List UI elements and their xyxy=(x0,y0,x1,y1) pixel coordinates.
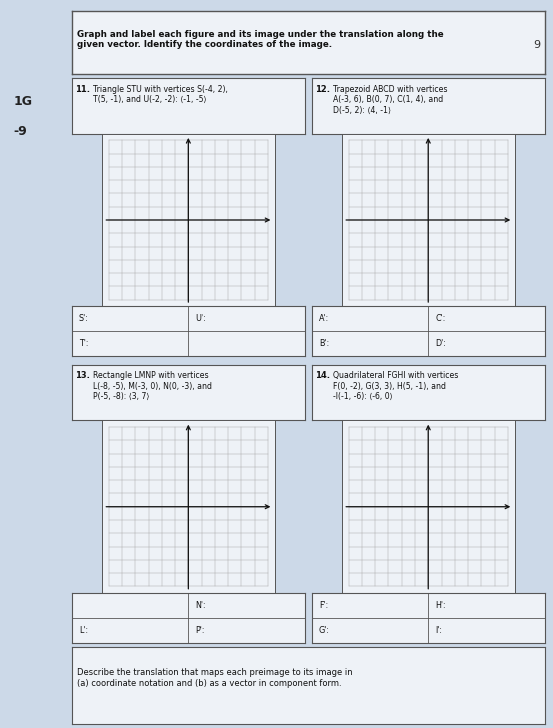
Text: T':: T': xyxy=(79,339,88,349)
Text: G':: G': xyxy=(319,626,330,635)
Text: Quadrilateral FGHI with vertices
F(0, -2), G(3, 3), H(5, -1), and
-I(-1, -6): ⟨-: Quadrilateral FGHI with vertices F(0, -2… xyxy=(333,371,458,401)
Text: C':: C': xyxy=(435,314,446,323)
Text: Triangle STU with vertices S(-4, 2),
T(5, -1), and U(-2, -2): ⟨-1, -5⟩: Triangle STU with vertices S(-4, 2), T(5… xyxy=(93,84,228,104)
Text: H':: H': xyxy=(435,601,446,609)
Text: N':: N': xyxy=(195,601,206,609)
Text: A':: A': xyxy=(319,314,329,323)
Text: D':: D': xyxy=(435,339,446,349)
Text: 13.: 13. xyxy=(75,371,90,381)
Text: 12.: 12. xyxy=(315,84,330,94)
Text: P':: P': xyxy=(195,626,205,635)
Text: 11.: 11. xyxy=(75,84,90,94)
Text: L':: L': xyxy=(79,626,88,635)
Text: I':: I': xyxy=(435,626,442,635)
Text: -9: -9 xyxy=(14,124,28,138)
Text: Rectangle LMNP with vertices
L(-8, -5), M(-3, 0), N(0, -3), and
P(-5, -8): ⟨3, 7: Rectangle LMNP with vertices L(-8, -5), … xyxy=(93,371,212,401)
Text: Trapezoid ABCD with vertices
A(-3, 6), B(0, 7), C(1, 4), and
D(-5, 2): ⟨4, -1⟩: Trapezoid ABCD with vertices A(-3, 6), B… xyxy=(333,84,447,114)
Text: F':: F': xyxy=(319,601,328,609)
Text: Graph and label each figure and its image under the translation along the
given : Graph and label each figure and its imag… xyxy=(77,30,444,50)
Text: S':: S': xyxy=(79,314,88,323)
Text: 9: 9 xyxy=(534,40,541,50)
Text: 14.: 14. xyxy=(315,371,330,381)
Text: B':: B': xyxy=(319,339,329,349)
Text: 1G: 1G xyxy=(14,95,33,108)
Text: U':: U': xyxy=(195,314,206,323)
Text: Describe the translation that maps each preimage to its image in
(a) coordinate : Describe the translation that maps each … xyxy=(77,668,352,688)
